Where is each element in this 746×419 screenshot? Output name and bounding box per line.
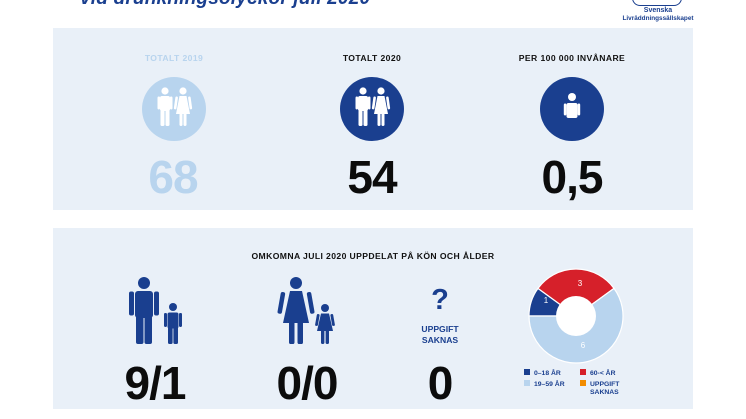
donut-label-19-59: 6 [580,341,586,350]
legend-swatch [580,380,586,387]
men-value: 9/1 [124,357,187,409]
legend-swatch [580,369,586,376]
breakdown-title: OMKOMNA JULI 2020 UPPDELAT PÅ KÖN OCH ÅL… [251,251,495,261]
legend-item-19-59: 19–59 ÅR [524,380,565,389]
donut-slice-60-plus [537,268,615,317]
stat-label-per-capita: PER 100 000 INVÅNARE [518,53,626,63]
donut-label-60-plus: 3 [577,279,583,288]
donut-label-0-18: 1 [543,296,549,305]
people-2020-icon [340,77,404,141]
stat-label-2019: TOTALT 2019 [144,53,204,63]
person-per-capita-icon [540,77,604,141]
legend-swatch [524,369,530,376]
legend-item-0-18: 0–18 ÅR [524,369,561,378]
unknown-value: 0 [427,357,454,409]
people-2019-icon [142,77,206,141]
total-2020-value: 54 [347,151,397,203]
stat-label-2020: TOTALT 2020 [342,53,402,63]
header-title: vid drunkningsolyckor juli 2020 [80,0,370,10]
man-and-boy-icon [129,277,182,344]
unknown-label: UPPGIFT SAKNAS [400,324,480,346]
unknown-label-line2: SAKNAS [421,335,459,345]
logo-text-line2: Livräddningssällskapet [622,15,694,22]
age-donut-chart [528,268,624,364]
unknown-label-line1: UPPGIFT [421,324,459,334]
legend-item-unknown: UPPGIFT SAKNAS [580,380,619,397]
woman-and-girl-icon [277,277,335,344]
women-value: 0/0 [276,357,339,409]
logo-emblem [632,0,682,6]
per-capita-value: 0,5 [541,151,604,203]
legend-swatch [524,380,530,387]
legend-item-60-plus: 60-< ÅR [580,369,616,378]
total-2019-value: 68 [148,151,198,203]
donut-hole [556,296,596,336]
question-mark-icon: ? [431,284,449,316]
logo-text-line1: Svenska [643,7,673,14]
